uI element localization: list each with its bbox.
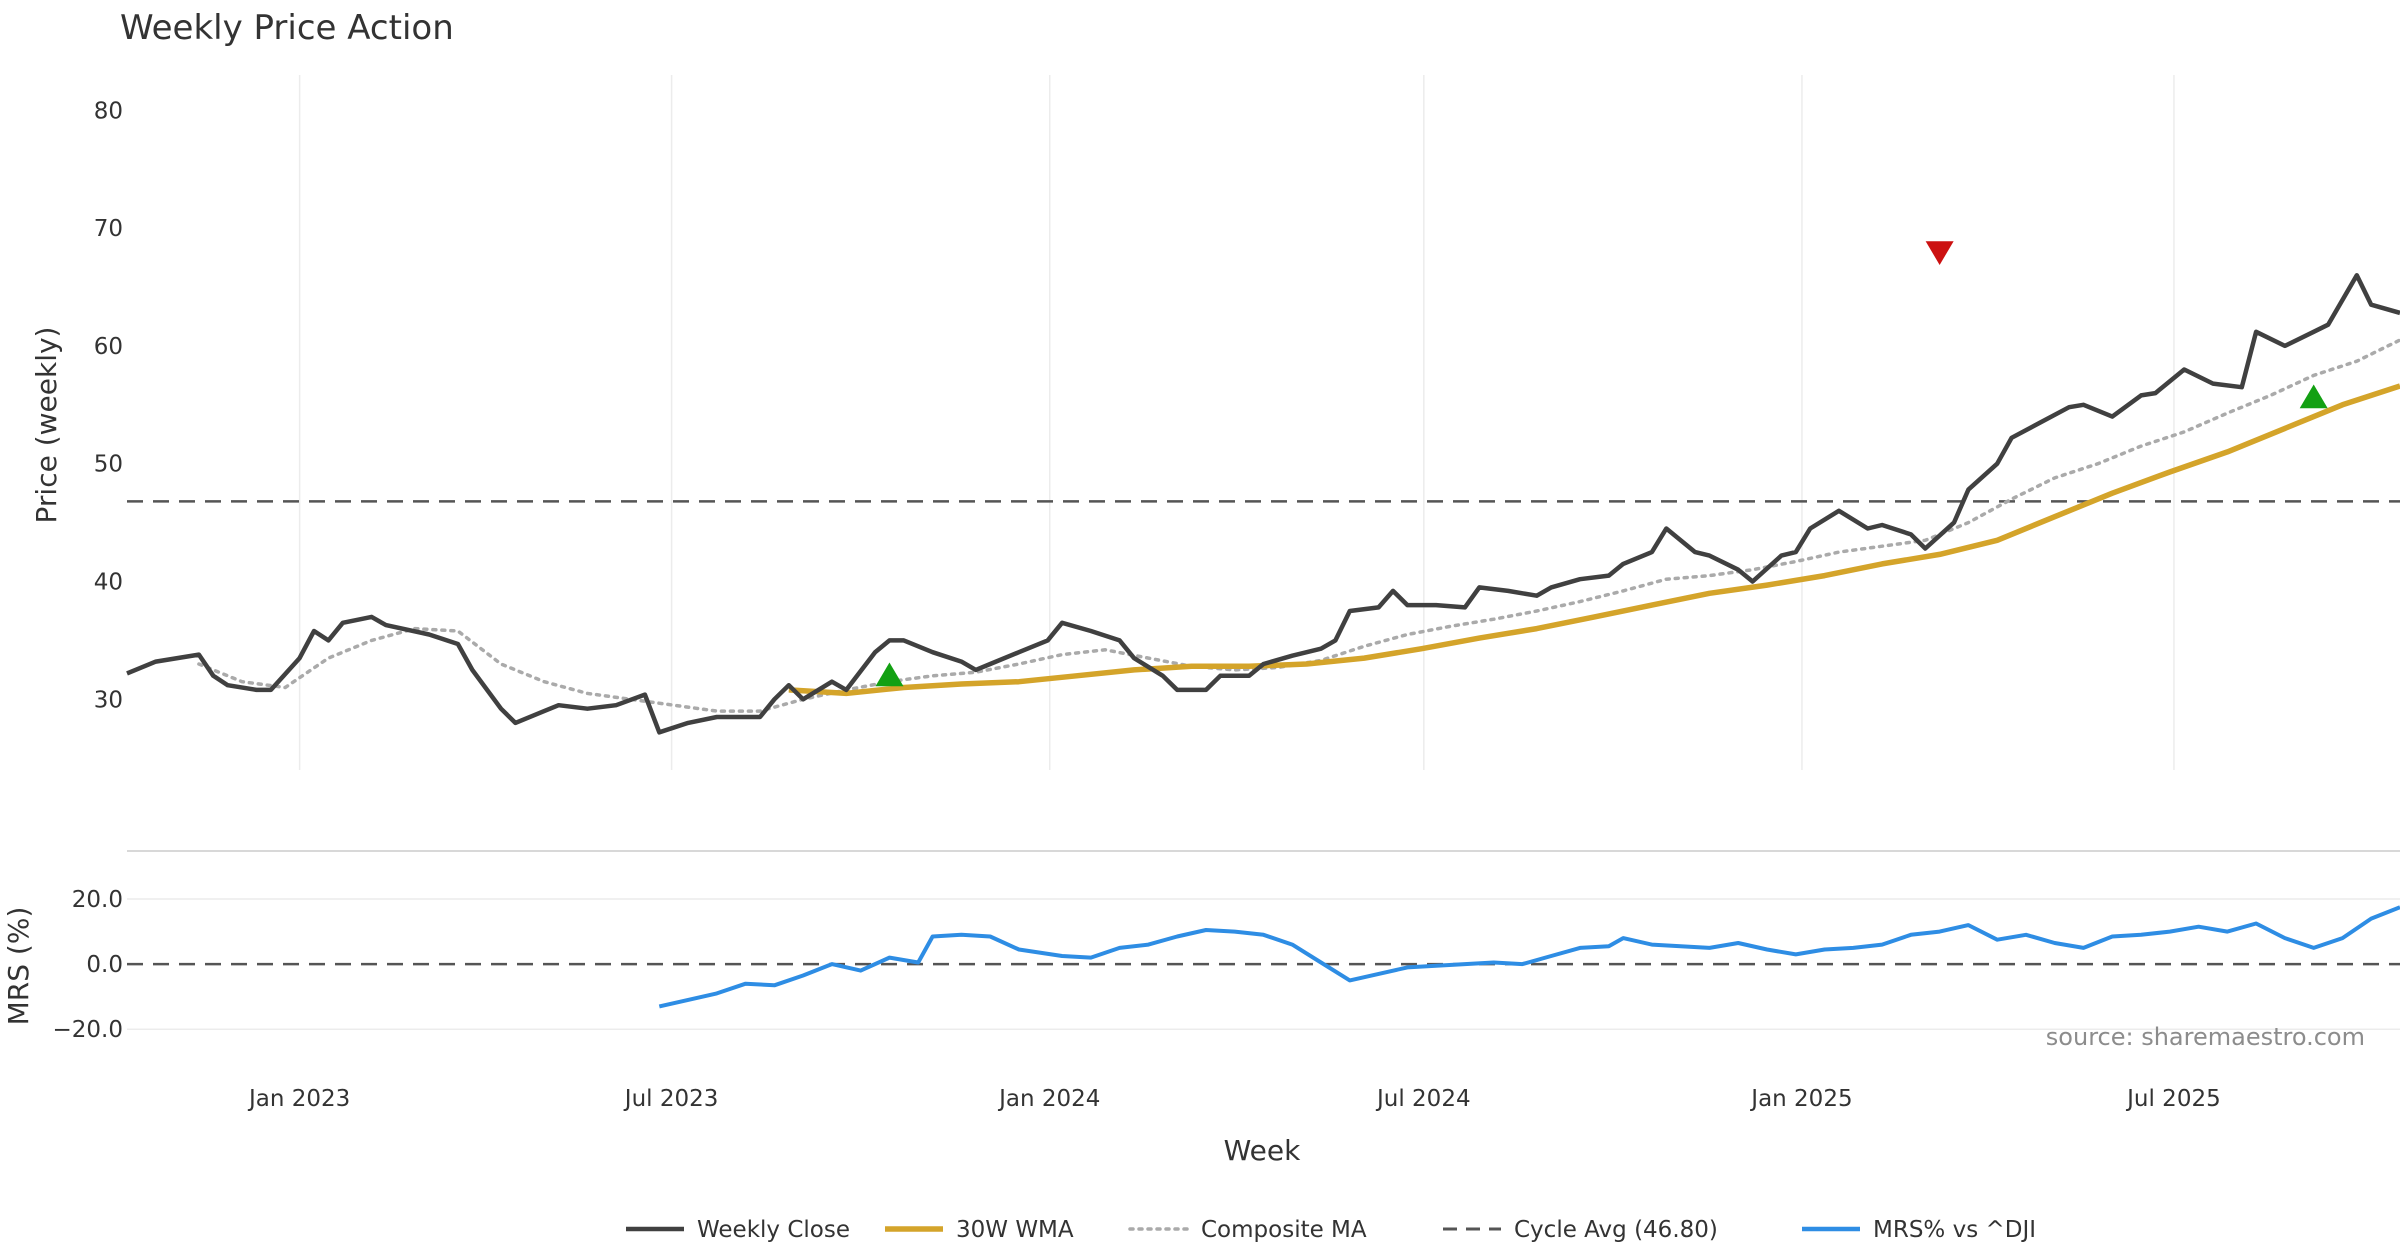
price-series: [126, 273, 2400, 735]
x-tick-label: Jul 2025: [2125, 1086, 2221, 1112]
source-label: source: sharemaestro.com: [2046, 1023, 2365, 1051]
mrs-series: [658, 905, 2400, 1009]
legend-label-wma: 30W WMA: [956, 1217, 1074, 1243]
chart-title: Weekly Price Action: [120, 8, 454, 48]
price-y-tick-label: 60: [94, 334, 123, 360]
x-tick-label: Jan 2024: [997, 1086, 1100, 1112]
sell-signal-marker: [1925, 241, 1954, 265]
legend: Weekly Close 30W WMA Composite MA Cycle Avg…: [626, 1217, 2036, 1243]
buy-signal-marker: [875, 662, 904, 687]
buy-signal-marker: [2299, 384, 2328, 409]
legend-label-cycle: Cycle Avg (46.80): [1514, 1217, 1718, 1243]
price-y-tick-label: 50: [94, 452, 123, 478]
mrs-gridlines: [127, 898, 2400, 1030]
series-line-wma: [788, 383, 2400, 697]
mrs-y-tick-label: 0.0: [86, 952, 123, 978]
price-y-tick-label: 70: [94, 216, 123, 242]
series-line-close: [126, 273, 2400, 735]
x-tick-label: Jul 2024: [1375, 1086, 1471, 1112]
mrs-y-tick-label: −20.0: [53, 1017, 123, 1043]
x-axis-ticks: Jan 2023 Jul 2023 Jan 2024 Jul 2024 Jan 2025…: [247, 1086, 2221, 1112]
mrs-y-ticks: 20.0 0.0 −20.0: [53, 887, 123, 1043]
x-tick-label: Jan 2025: [1749, 1086, 1852, 1112]
price-y-tick-label: 30: [94, 687, 123, 713]
price-y-axis-label: Price (weekly): [30, 327, 63, 524]
legend-label-close: Weekly Close: [697, 1217, 850, 1243]
series-line-mrs: [658, 905, 2400, 1009]
mrs-y-axis-label: MRS (%): [2, 907, 35, 1026]
legend-label-mrs: MRS% vs ^DJI: [1873, 1217, 2036, 1243]
signal-markers: [875, 241, 2328, 687]
legend-label-composite: Composite MA: [1201, 1217, 1367, 1243]
x-tick-label: Jul 2023: [623, 1086, 719, 1112]
mrs-y-tick-label: 20.0: [72, 887, 123, 913]
price-y-ticks: 30 40 50 60 70 80: [94, 98, 123, 713]
price-y-tick-label: 80: [94, 98, 123, 124]
x-axis-label: Week: [1224, 1134, 1301, 1167]
x-tick-label: Jan 2023: [247, 1086, 350, 1112]
price-panel: 30 40 50 60 70 80 Price (weekly): [30, 75, 2400, 770]
price-y-tick-label: 40: [94, 570, 123, 596]
mrs-panel: 20.0 0.0 −20.0 MRS (%) source: sharemaestr…: [2, 887, 2400, 1051]
